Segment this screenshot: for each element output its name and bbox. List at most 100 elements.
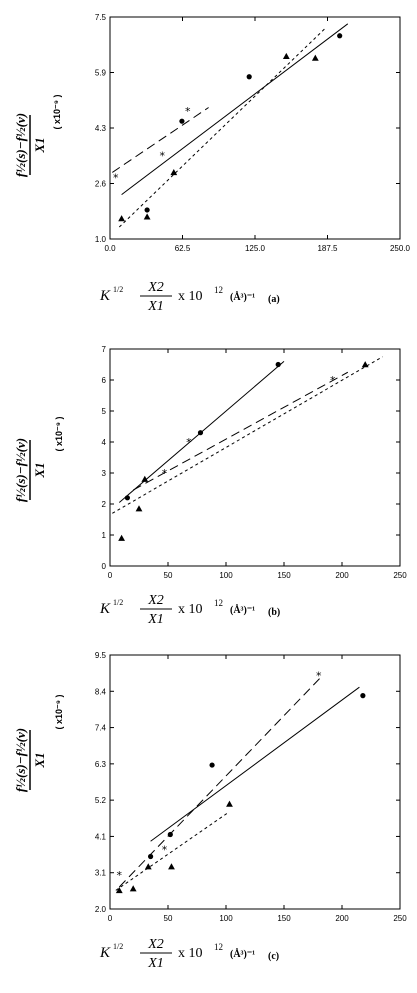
x-axis-label-unit: (Å³)⁻¹ — [230, 291, 255, 303]
x-axis-label-exponent: 1/2 — [113, 285, 123, 294]
y-axis-label: f½(s)−f½(v) X1 — [13, 728, 47, 792]
y-tick-label: 9.5 — [95, 651, 107, 660]
fit-line-dotted — [115, 812, 229, 891]
data-point-triangle — [129, 885, 137, 892]
x-tick-label: 100 — [219, 914, 233, 923]
x-axis-label: K 1/2 X2 X1 x 10 12 (Å³)⁻¹ (b) — [99, 593, 280, 627]
x-axis-label-exponent: 1/2 — [113, 598, 123, 607]
y-axis-unit: ( x10⁻⁹ ) — [54, 694, 64, 729]
y-axis-unit-text: ( x10⁻⁹ ) — [52, 94, 62, 129]
y-tick-label: 5.9 — [95, 69, 107, 78]
panel-tag: (c) — [268, 951, 279, 962]
y-axis-label-numerator: f½(s)−f½(v) — [13, 438, 28, 502]
data-point-star: * — [113, 172, 119, 185]
y-tick-label: 1 — [102, 531, 107, 540]
data-point-circle — [144, 207, 150, 213]
x-tick-label: 150 — [277, 571, 291, 580]
y-tick-label: 6.3 — [95, 760, 107, 769]
data-point-star: * — [117, 869, 123, 882]
fit-line-solid — [150, 686, 360, 842]
y-tick-label: 3 — [102, 469, 107, 478]
fit-line-dotted — [112, 356, 383, 514]
data-point-triangle — [311, 54, 319, 61]
data-point-star: * — [162, 467, 168, 480]
y-tick-label: 1.0 — [95, 235, 107, 244]
chart-panel-a: 0.0 62.5 125.0 187.5 250.0 1.0 2.6 4.3 5.9 7.5 * * *… — [13, 13, 411, 314]
x-tick-label: 50 — [164, 914, 173, 923]
data-point-star: * — [185, 105, 191, 118]
y-tick-label: 2 — [102, 500, 107, 509]
data-point-star: * — [330, 374, 336, 387]
data-point-circle — [275, 361, 281, 368]
panel-tag: (b) — [268, 607, 280, 618]
x-axis-label-k: K — [99, 288, 111, 304]
x-axis-label-num: X2 — [147, 280, 164, 295]
x-axis-label: K 1/2 X2 X1 x 10 12 (Å³)⁻¹ (c) — [99, 937, 279, 971]
y-axis-label-numerator: f½(s)−f½(v) — [13, 113, 28, 177]
data-point-star: * — [159, 149, 165, 162]
x-axis-label-den: X1 — [147, 299, 164, 314]
plot-frame — [109, 16, 401, 240]
data-point-circle — [209, 762, 215, 768]
x-tick-label: 200 — [335, 914, 349, 923]
data-point-triangle — [144, 863, 152, 870]
y-tick-label: 4 — [102, 438, 107, 447]
x-axis-label-k: K — [99, 601, 111, 617]
y-tick-label: 0 — [102, 562, 107, 571]
x-axis-label-times: x 10 — [178, 946, 203, 961]
y-axis-unit: ( x10⁻⁹ ) — [54, 416, 64, 451]
data-point-triangle — [115, 886, 123, 894]
data-point-triangle — [118, 534, 125, 541]
panel-tag: (a) — [268, 294, 280, 305]
y-axis-label: f½(s)−f½(v) X1 — [13, 438, 47, 502]
x-tick-label: 200 — [335, 571, 349, 580]
y-tick-label: 2.6 — [95, 180, 107, 189]
y-tick-label: 4.1 — [95, 832, 107, 841]
x-axis-label-k: K — [99, 945, 111, 961]
fit-line-solid — [121, 23, 349, 195]
data-point-triangle — [143, 213, 151, 220]
data-point-triangle — [135, 505, 143, 512]
x-axis-label-times: x 10 — [178, 602, 203, 617]
x-axis-label-exponent2: 12 — [214, 942, 223, 952]
fit-line-dashed — [132, 371, 349, 491]
x-axis-label-num: X2 — [147, 593, 164, 608]
x-tick-label: 187.5 — [317, 244, 338, 253]
data-point-circle — [124, 495, 130, 501]
data-point-circle — [337, 33, 343, 39]
fit-line-dashed — [112, 107, 209, 173]
x-tick-label: 250 — [393, 571, 407, 580]
x-tick-label: 0 — [108, 914, 113, 923]
y-tick-label: 8.4 — [95, 687, 107, 696]
x-axis-label-times: x 10 — [178, 289, 203, 304]
y-tick-label: 7.5 — [95, 13, 107, 22]
y-axis-label: f½(s)−f½(v) X1 — [13, 113, 47, 177]
y-axis-label-denominator: X1 — [32, 752, 47, 768]
data-point-star: * — [186, 436, 192, 449]
x-tick-label: 0.0 — [104, 244, 116, 253]
x-tick-label: 250 — [393, 914, 407, 923]
data-point-circle — [360, 693, 366, 699]
x-tick-label: 150 — [277, 914, 291, 923]
x-axis-label-unit: (Å³)⁻¹ — [230, 948, 255, 960]
data-point-triangle — [361, 361, 369, 368]
plot-frame — [109, 654, 401, 910]
y-tick-label: 5 — [102, 407, 107, 416]
x-axis-label-den: X1 — [147, 956, 164, 971]
data-point-triangle — [168, 863, 175, 870]
y-tick-label: 2.0 — [95, 905, 107, 914]
x-axis-label-den: X1 — [147, 612, 164, 627]
y-axis-unit-text: ( x10⁻⁹ ) — [54, 694, 64, 729]
x-axis-label-num: X2 — [147, 937, 164, 952]
x-tick-label: 125.0 — [245, 244, 266, 253]
y-tick-label: 3.1 — [95, 869, 107, 878]
data-point-star: * — [162, 844, 168, 857]
y-axis-label-numerator: f½(s)−f½(v) — [13, 728, 28, 792]
data-point-circle — [179, 118, 185, 124]
x-axis-label-exponent: 1/2 — [113, 942, 123, 951]
x-tick-label: 50 — [164, 571, 173, 580]
data-point-circle — [197, 430, 204, 436]
x-axis-label-exponent2: 12 — [214, 285, 223, 295]
x-tick-label: 100 — [219, 571, 233, 580]
data-point-triangle — [170, 169, 178, 176]
